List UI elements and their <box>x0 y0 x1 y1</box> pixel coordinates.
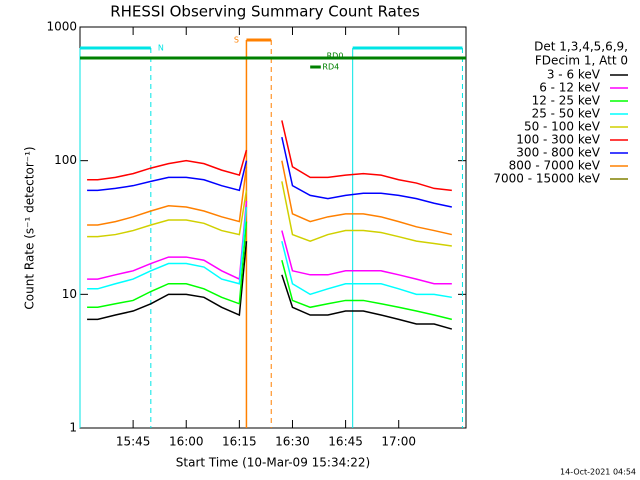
footer: 14-Oct-2021 04:54 <box>560 468 636 477</box>
series-line <box>87 190 248 238</box>
series-line <box>281 274 453 330</box>
interval-label: RD0 <box>327 52 344 61</box>
y-tick-label: 100 <box>54 153 77 167</box>
x-tick-label: 16:00 <box>169 435 204 449</box>
legend-label: 25 - 50 keV <box>532 107 601 121</box>
series-line <box>281 260 453 321</box>
legend-label: 12 - 25 keV <box>532 94 601 108</box>
legend-label: 3 - 6 keV <box>547 68 601 82</box>
series-line <box>87 221 248 309</box>
legend-label: 800 - 7000 keV <box>509 159 601 173</box>
interval-label: RD4 <box>322 63 339 72</box>
series-line <box>281 160 453 236</box>
legend-label: 100 - 300 keV <box>516 133 600 147</box>
series-line <box>87 206 248 290</box>
chart-title: RHESSI Observing Summary Count Rates <box>110 3 420 21</box>
y-tick-label: 10 <box>62 287 77 301</box>
plot-frame <box>79 26 467 429</box>
series-line <box>87 241 248 321</box>
interval-label: S <box>234 36 239 45</box>
x-tick-label: 17:00 <box>381 435 416 449</box>
interval-label: N <box>158 44 164 53</box>
series-line <box>87 149 248 181</box>
legend-header: FDecim 1, Att 0 <box>535 54 628 68</box>
y-axis-label: Count Rate (s⁻¹ detector⁻¹) <box>23 146 37 309</box>
x-tick-label: 15:45 <box>116 435 151 449</box>
series-line <box>281 230 452 285</box>
legend-label: 7000 - 15000 keV <box>493 172 600 186</box>
legend-header: Det 1,3,4,5,6,9, <box>534 40 628 54</box>
series-line <box>281 120 452 192</box>
x-tick-label: 16:45 <box>328 435 363 449</box>
series-line <box>281 240 452 299</box>
legend-label: 6 - 12 keV <box>539 81 601 95</box>
x-axis-label: Start Time (10-Mar-09 15:34:22) <box>176 456 370 470</box>
legend-label: 50 - 100 keV <box>524 120 601 134</box>
series-line <box>281 136 452 208</box>
series-line <box>87 160 248 192</box>
x-tick-label: 16:15 <box>222 435 257 449</box>
x-tick-label: 16:30 <box>275 435 310 449</box>
y-tick-label: 1000 <box>46 20 77 34</box>
series-line <box>281 181 452 247</box>
series-line <box>87 166 248 226</box>
legend-label: 300 - 800 keV <box>516 146 600 160</box>
series-line <box>87 200 248 281</box>
y-tick-label: 1 <box>69 421 77 435</box>
